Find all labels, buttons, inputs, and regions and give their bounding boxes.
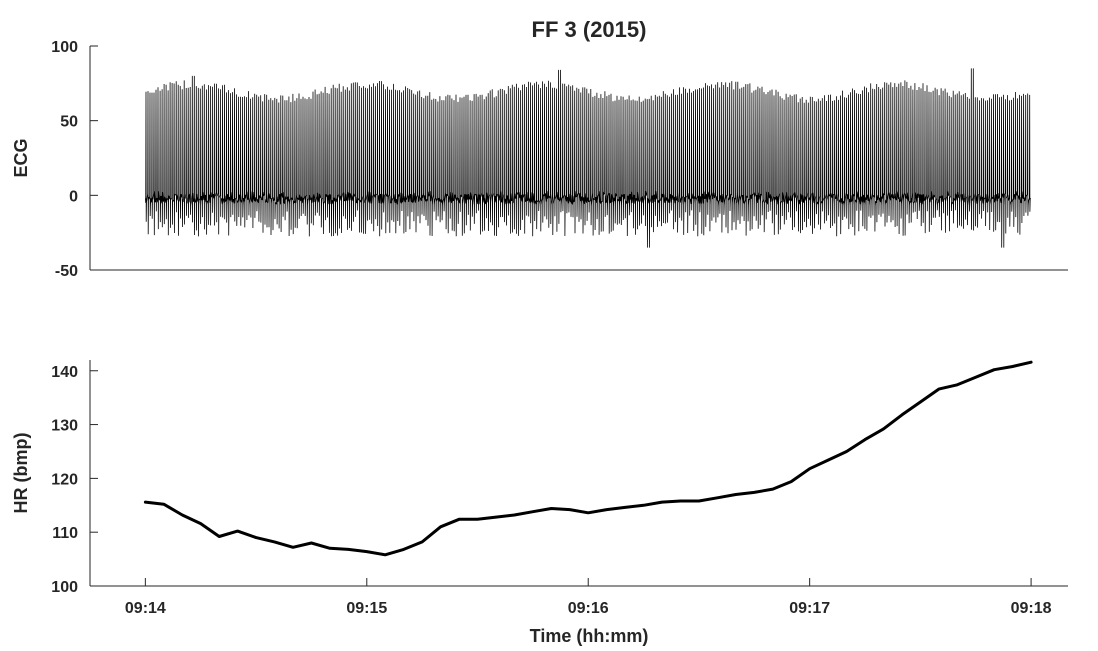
hr-x-tick-label: 09:17 [789, 600, 830, 617]
hr-x-tick-label: 09:16 [568, 600, 609, 617]
hr-series-line [143, 360, 1033, 557]
hr-y-tick-label: 100 [51, 579, 78, 596]
hr-x-tick-label: 09:14 [125, 600, 166, 617]
hr-y-ticks: 140 130 120 110 100 [51, 364, 98, 596]
ecg-y-tick-label: 0 [69, 188, 78, 205]
hr-y-tick-label: 110 [52, 525, 78, 542]
hr-x-ticks: 09:14 09:15 09:16 09:17 09:18 [125, 578, 1052, 617]
ecg-y-tick-label: 100 [51, 39, 78, 56]
hr-x-tick-label: 09:18 [1011, 600, 1052, 617]
ecg-y-label: ECG [11, 138, 31, 177]
chart-title: FF 3 (2015) [532, 17, 647, 42]
hr-x-label: Time (hh:mm) [530, 626, 649, 646]
ecg-y-ticks: 100 50 0 -50 [51, 39, 98, 280]
hr-x-tick-label: 09:15 [346, 600, 387, 617]
ecg-panel: 100 50 0 -50 ECG [11, 39, 1068, 280]
hr-y-tick-label: 130 [51, 418, 78, 435]
hr-y-tick-label: 120 [51, 471, 78, 488]
hr-y-label: HR (bmp) [11, 433, 31, 514]
ecg-signal-line [145, 68, 1032, 248]
hr-y-tick-label: 140 [51, 364, 78, 381]
ecg-y-tick-label: -50 [55, 263, 78, 280]
ecg-y-tick-label: 50 [60, 114, 78, 131]
